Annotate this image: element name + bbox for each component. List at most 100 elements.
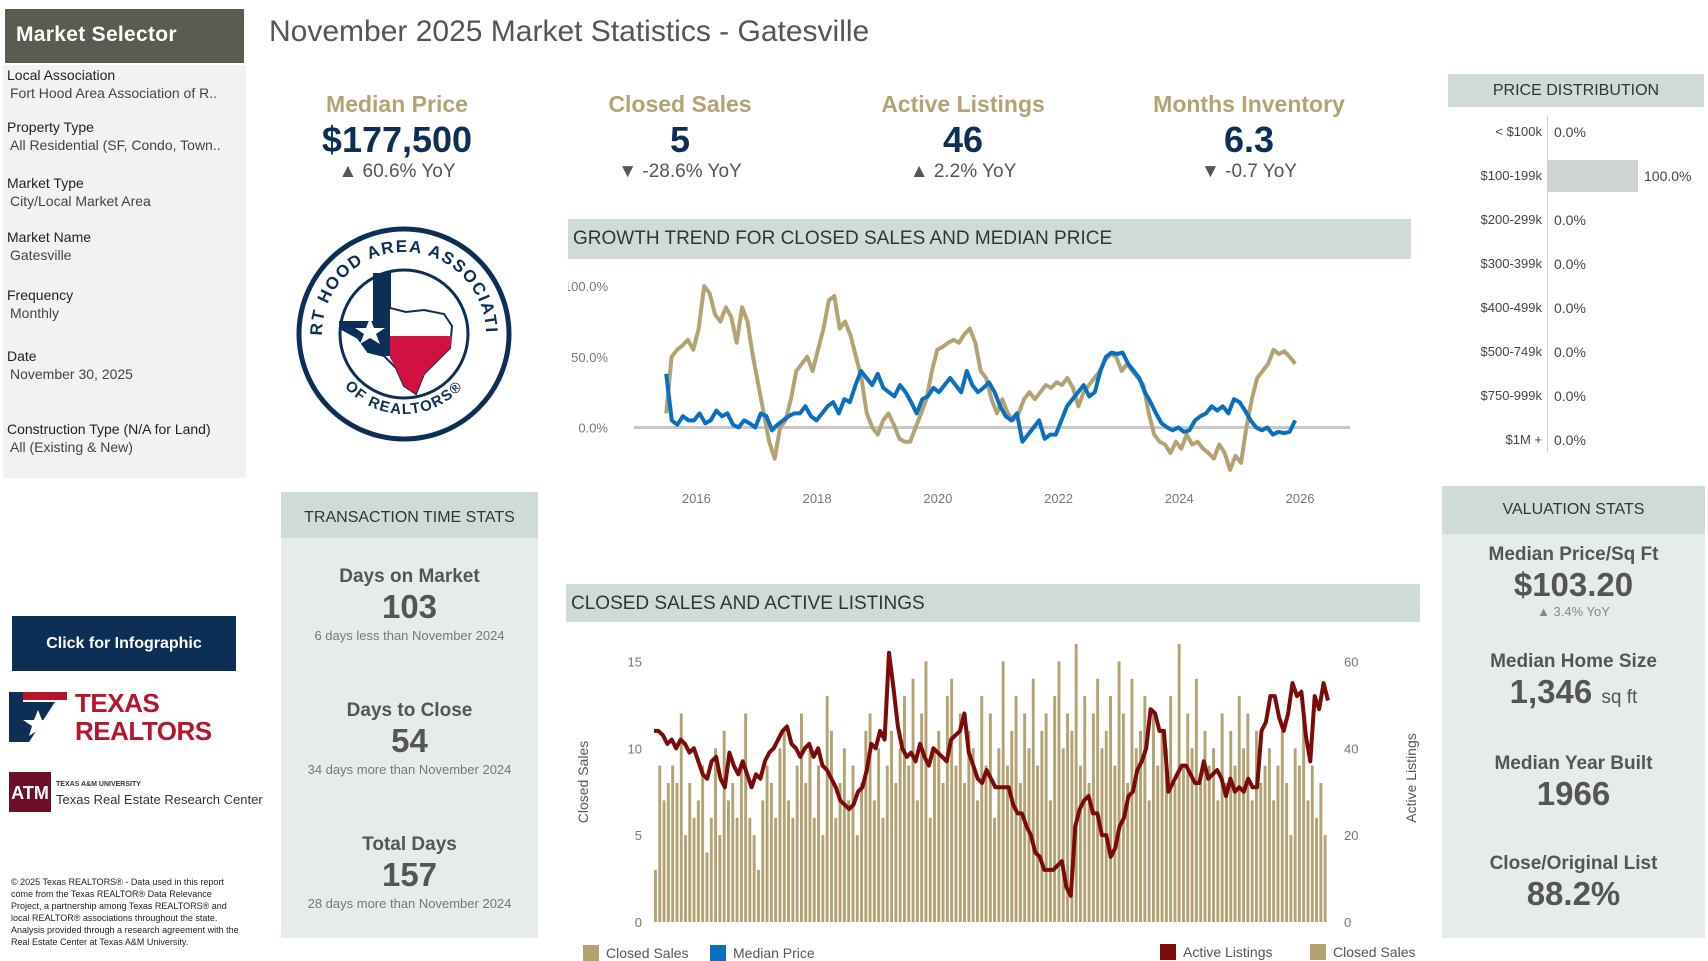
median-price-sqft-stat: Median Price/Sq Ft $103.20 ▲ 3.4% YoY — [1442, 544, 1705, 619]
filter-label: Market Name — [7, 229, 92, 245]
legend-active-listings: Active Listings — [1160, 944, 1272, 960]
filter-label: Property Type — [7, 119, 94, 135]
filter-construction-type[interactable]: Construction Type (N/A for Land) All (Ex… — [7, 421, 211, 455]
filter-value[interactable]: All (Existing & New) — [10, 439, 133, 455]
price-bucket-label: < $100k — [1495, 124, 1542, 139]
series-line-closed-sales — [664, 284, 1297, 472]
legend-swatch — [710, 945, 726, 961]
stat-label: Median Price/Sq Ft — [1488, 544, 1659, 565]
y-right-tick-label: 0 — [1344, 915, 1351, 930]
closed-sales-bar — [967, 730, 971, 922]
closed-sales-bar — [1263, 765, 1267, 922]
closed-sales-bar — [1297, 765, 1301, 922]
transaction-stats-panel — [281, 492, 538, 938]
close-original-list-stat: Close/Original List 88.2% — [1442, 853, 1705, 913]
closed-sales-bar — [958, 713, 962, 922]
closed-sales-bar — [1044, 713, 1048, 922]
closed-sales-bar — [662, 800, 666, 922]
stat-value: 103 — [381, 588, 438, 625]
closed-sales-bar — [791, 817, 795, 923]
filter-date[interactable]: Date November 30, 2025 — [7, 348, 133, 382]
closed-sales-bar — [1031, 678, 1035, 923]
transaction-stats-header: TRANSACTION TIME STATS — [281, 492, 538, 538]
kpi-value: $177,500 — [321, 119, 473, 160]
kpi-value: 46 — [942, 119, 984, 160]
stat-label: Close/Original List — [1489, 853, 1658, 874]
closed-sales-bar — [654, 869, 657, 922]
texas-realtors-logo-icon — [9, 692, 67, 742]
filter-property-type[interactable]: Property Type All Residential (SF, Condo… — [7, 119, 221, 153]
filter-label: Frequency — [7, 287, 74, 303]
infographic-button[interactable]: Click for Infographic — [12, 616, 236, 671]
closed-sales-bar — [971, 748, 975, 923]
closed-sales-bar — [1194, 678, 1198, 923]
closed-sales-bar — [1285, 783, 1289, 922]
filter-value[interactable]: Monthly — [10, 305, 60, 321]
legend-label: Active Listings — [1183, 944, 1273, 960]
filter-label: Construction Type (N/A for Land) — [7, 421, 211, 437]
closed-sales-bar — [1199, 783, 1203, 922]
closed-sales-bar — [701, 765, 705, 922]
stat-value-wrap: 1,346 sq ft — [1442, 673, 1705, 711]
association-seal-icon: FORT HOOD AREA ASSOCIATION OF REALTORS® — [296, 226, 512, 442]
y-tick-label: 100.0% — [568, 279, 608, 294]
closed-sales-bar — [920, 713, 924, 922]
closed-sales-bar — [885, 765, 889, 922]
y-tick-label: 0 — [635, 915, 642, 930]
filter-value[interactable]: November 30, 2025 — [10, 366, 133, 382]
y-right-tick-label: 20 — [1344, 828, 1358, 843]
price-bucket-value: 0.0% — [1554, 256, 1586, 272]
y-tick-label: 5 — [635, 828, 642, 843]
closed-sales-bar — [898, 748, 902, 923]
closed-sales-bar — [1109, 696, 1113, 922]
closed-sales-bar — [1160, 730, 1164, 922]
closed-sales-bar — [1220, 713, 1224, 922]
filter-value[interactable]: All Residential (SF, Condo, Town.. — [10, 137, 221, 153]
price-bucket-label: $200-299k — [1480, 212, 1542, 227]
y-right-tick-label: 60 — [1344, 654, 1358, 669]
filter-market-name[interactable]: Market Name Gatesville — [7, 229, 91, 263]
closed-sales-bar — [864, 730, 868, 922]
closed-sales-active-listings-chart: 15 10 5 0 60 40 20 0 Closed Sales Active Listings — [575, 644, 1419, 930]
price-bucket-label: $1M + — [1505, 432, 1543, 447]
filter-value[interactable]: City/Local Market Area — [10, 193, 151, 209]
closed-sales-bar — [1001, 661, 1005, 922]
closed-sales-bar — [675, 783, 679, 922]
filter-market-type[interactable]: Market Type City/Local Market Area — [7, 175, 151, 209]
closed-sales-bar — [950, 678, 954, 923]
legend-closed-sales: Closed Sales — [583, 945, 689, 961]
stat-label: Days on Market — [339, 566, 480, 587]
closed-sales-bar — [696, 800, 700, 922]
closed-sales-bar — [1018, 783, 1022, 922]
closed-sales-bar — [881, 817, 885, 923]
price-distribution-axis — [1547, 116, 1548, 452]
closed-sales-bar — [1074, 644, 1078, 922]
closed-sales-bar — [976, 800, 979, 922]
closed-sales-bar — [714, 748, 718, 923]
stat-yoy: ▲ 3.4% YoY — [1537, 604, 1610, 619]
days-on-market-stat: Days on Market 103 6 days less than Nove… — [281, 566, 538, 643]
y-right-axis-title: Active Listings — [1403, 733, 1419, 822]
filter-local-association[interactable]: Local Association Fort Hood Area Associa… — [7, 67, 217, 101]
closed-sales-bar — [1203, 730, 1207, 922]
closed-sales-bar — [748, 817, 752, 923]
closed-sales-bar — [911, 678, 915, 923]
closed-sales-bar — [808, 748, 812, 923]
stat-label: Median Year Built — [1494, 753, 1653, 774]
closed-sales-bar — [1164, 748, 1168, 923]
price-bucket-value: 0.0% — [1554, 124, 1586, 140]
closed-sales-bar — [1083, 696, 1087, 922]
price-bucket-label: $100-199k — [1480, 168, 1542, 183]
closed-sales-bar — [1319, 783, 1323, 922]
stat-value: 54 — [391, 722, 428, 759]
filter-frequency[interactable]: Frequency Monthly — [7, 287, 73, 321]
closed-sales-bar — [834, 817, 838, 923]
kpi-closed-sales: Closed Sales 5 ▼ -28.6% YoY — [565, 91, 795, 183]
closed-sales-bar — [1216, 800, 1220, 922]
closed-sales-bar — [752, 835, 756, 922]
closed-sales-bar — [993, 817, 997, 923]
price-bucket-value: 0.0% — [1554, 344, 1586, 360]
filter-value[interactable]: Fort Hood Area Association of R.. — [10, 85, 217, 101]
closed-sales-bar — [984, 765, 988, 922]
filter-value[interactable]: Gatesville — [10, 247, 72, 263]
